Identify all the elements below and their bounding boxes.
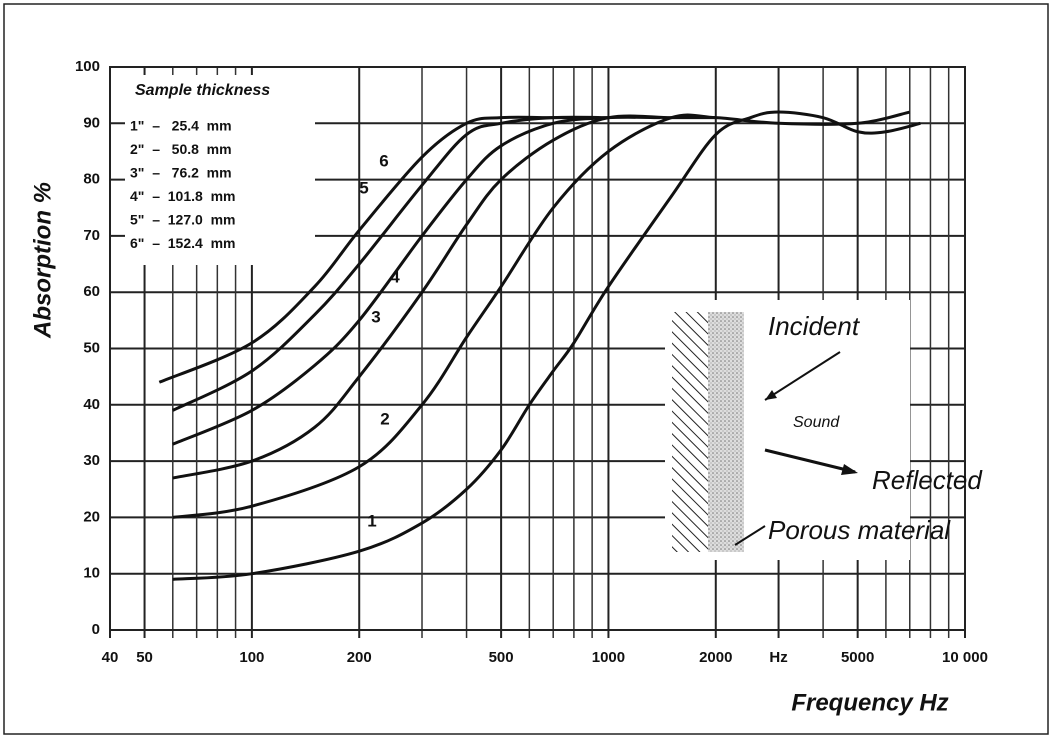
curve <box>172 110 911 519</box>
legend-entry: 6" – 152.4 mm <box>130 235 235 251</box>
curve-label: 3 <box>371 307 380 326</box>
arrowhead <box>841 464 858 475</box>
curve-label: 1 <box>367 511 376 530</box>
x-tick-label: Hz <box>769 649 787 666</box>
y-tick-label: 10 <box>83 565 100 582</box>
curve-label: 4 <box>390 267 400 286</box>
x-tick-label: 100 <box>239 649 264 666</box>
annotation: Reflected <box>872 465 983 495</box>
y-tick-label: 70 <box>83 227 100 244</box>
curve <box>172 115 661 446</box>
legend-box <box>125 75 315 265</box>
y-tick-label: 50 <box>83 339 100 356</box>
y-tick-label: 90 <box>83 114 100 131</box>
x-tick-label: 200 <box>347 649 372 666</box>
y-tick-label: 60 <box>83 283 100 300</box>
annotation: Porous material <box>768 515 951 545</box>
x-tick-label: 40 <box>102 649 119 666</box>
legend-entry: 1" – 25.4 mm <box>130 118 232 134</box>
y-tick-label: 100 <box>75 58 100 75</box>
arrowhead <box>765 390 777 400</box>
plot-border <box>109 66 966 631</box>
x-tick-label: 2000 <box>699 649 732 666</box>
y-tick-label: 40 <box>83 396 100 413</box>
x-tick-label: 5000 <box>841 649 874 666</box>
y-tick-label: 20 <box>83 508 100 525</box>
legend-entry: 5" – 127.0 mm <box>130 212 235 228</box>
curve <box>172 115 609 412</box>
wall <box>672 312 708 552</box>
y-tick-label: 80 <box>83 171 100 188</box>
diagram: Incident Sound Reflected Porous material <box>672 311 983 552</box>
annotation: Sound <box>793 414 840 431</box>
x-tick-label: 500 <box>489 649 514 666</box>
x-tick-label: 1000 <box>592 649 625 666</box>
porous-layer <box>708 312 744 552</box>
frame <box>3 3 1049 735</box>
material-arrow <box>734 525 766 546</box>
y-axis-label: Absorption % <box>29 182 56 339</box>
curve <box>172 110 921 581</box>
legend-title: Sample thickness <box>135 82 270 99</box>
curve-label: 6 <box>379 151 388 170</box>
y-tick-label: 0 <box>92 621 100 638</box>
reflected-arrow <box>764 448 856 474</box>
legend-entry: 3" – 76.2 mm <box>130 165 232 181</box>
x-tick-label: 10 000 <box>942 649 988 666</box>
legend-entry: 2" – 50.8 mm <box>130 141 232 157</box>
curve-label: 5 <box>359 178 368 197</box>
legend-entry: 4" – 101.8 mm <box>130 188 235 204</box>
annotation: Incident <box>768 311 861 341</box>
y-tick-label: 30 <box>83 452 100 469</box>
legend: 1" – 25.4 mm 2" – 50.8 mm 3" – 76.2 mm 4" –… <box>130 118 235 252</box>
incident-arrow <box>764 351 841 401</box>
plot: 1 2 3 4 56 <box>158 110 921 581</box>
x-tick-label: 50 <box>136 649 153 666</box>
x-axis-label: Frequency Hz <box>791 689 948 716</box>
curve-label: 2 <box>380 409 389 428</box>
curve <box>158 115 593 384</box>
